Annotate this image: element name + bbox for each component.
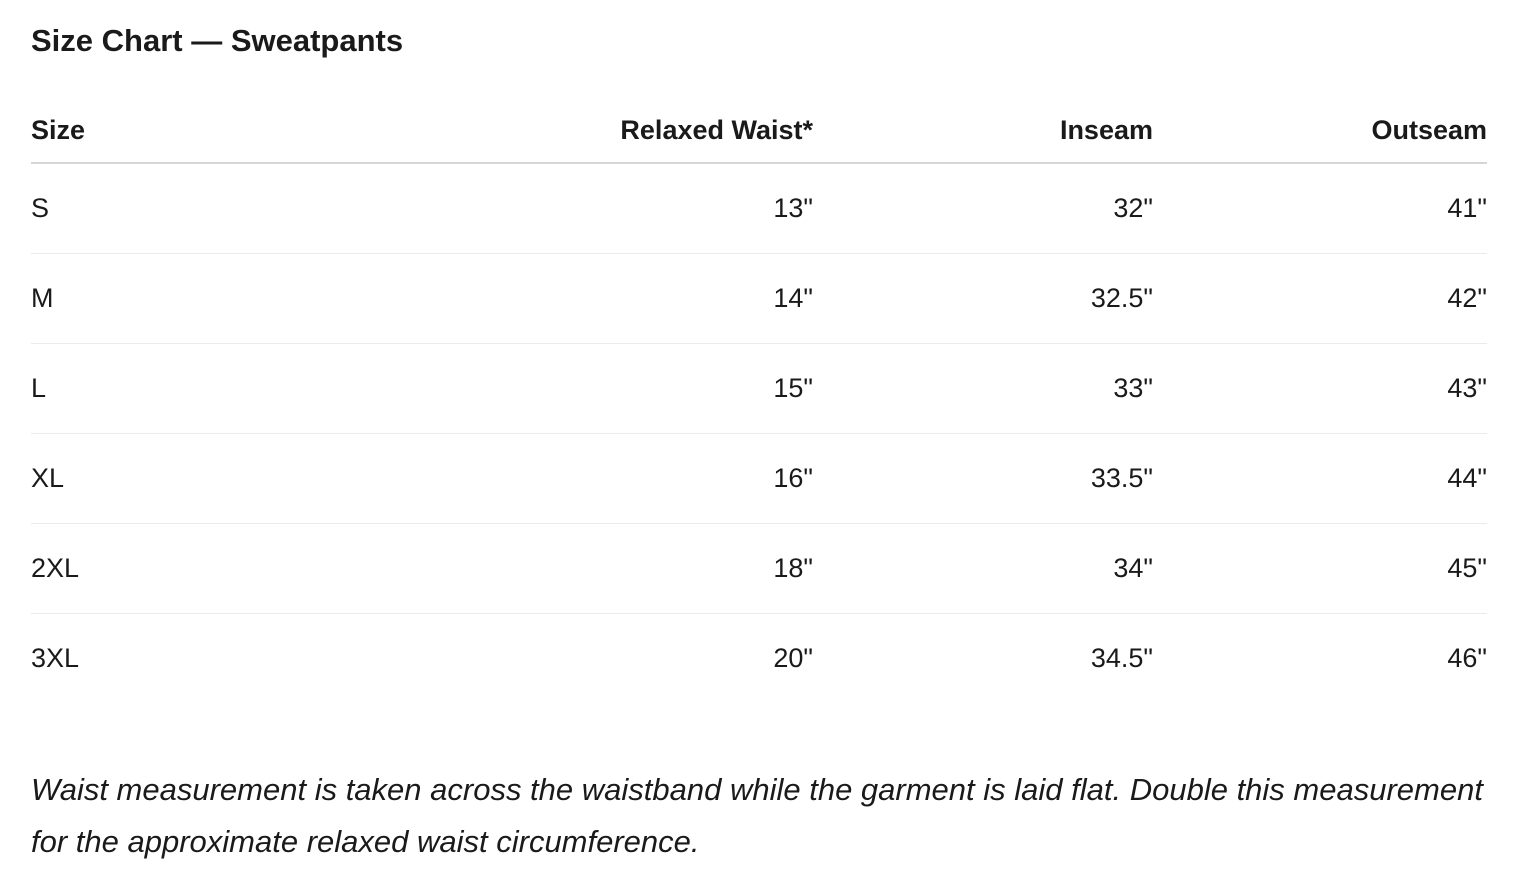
table-row: 2XL 18" 34" 45"	[31, 523, 1487, 614]
cell-inseam: 33"	[813, 343, 1153, 434]
cell-size: 2XL	[31, 523, 331, 614]
waist-footnote: Waist measurement is taken across the wa…	[31, 772, 1483, 859]
cell-inseam: 32.5"	[813, 253, 1153, 344]
cell-size: XL	[31, 433, 331, 524]
column-header-inseam: Inseam	[813, 98, 1153, 164]
cell-inseam: 34"	[813, 523, 1153, 614]
table-header: Size Relaxed Waist* Inseam Outseam	[31, 98, 1487, 164]
cell-relaxed-waist: 15"	[331, 343, 813, 434]
cell-relaxed-waist: 18"	[331, 523, 813, 614]
column-header-size: Size	[31, 98, 331, 164]
table-row: 3XL 20" 34.5" 46"	[31, 614, 1487, 704]
cell-relaxed-waist: 14"	[331, 253, 813, 344]
table-row: S 13" 32" 41"	[31, 163, 1487, 254]
cell-size: 3XL	[31, 643, 80, 673]
cell-inseam: 34.5"	[1090, 643, 1153, 673]
cell-outseam: 46"	[1447, 643, 1487, 673]
cell-inseam: 33.5"	[813, 433, 1153, 524]
cell-outseam: 45"	[1153, 523, 1487, 614]
cell-size: L	[31, 343, 331, 434]
cell-relaxed-waist: 13"	[331, 163, 813, 254]
cell-outseam: 41"	[1153, 163, 1487, 254]
cell-outseam: 44"	[1153, 433, 1487, 524]
cell-outseam: 43"	[1153, 343, 1487, 434]
column-header-relaxed-waist: Relaxed Waist*	[331, 98, 813, 164]
table-header-row: Size Relaxed Waist* Inseam Outseam	[31, 98, 1487, 164]
cell-outseam: 42"	[1153, 253, 1487, 344]
cell-inseam: 32"	[813, 163, 1153, 254]
size-table: Size Relaxed Waist* Inseam Outseam S 13"…	[31, 98, 1487, 703]
table-row: M 14" 32.5" 42"	[31, 253, 1487, 344]
column-header-outseam: Outseam	[1153, 98, 1487, 164]
cell-relaxed-waist: 20"	[773, 643, 813, 673]
cell-size: M	[31, 253, 331, 344]
table-row: L 15" 33" 43"	[31, 343, 1487, 434]
page-title: Size Chart — Sweatpants	[31, 23, 404, 58]
cell-size: S	[31, 163, 331, 254]
cell-relaxed-waist: 16"	[331, 433, 813, 524]
table-body: S 13" 32" 41" M 14" 32.5" 42" L 15" 33" …	[31, 163, 1487, 703]
table-row: XL 16" 33.5" 44"	[31, 433, 1487, 524]
